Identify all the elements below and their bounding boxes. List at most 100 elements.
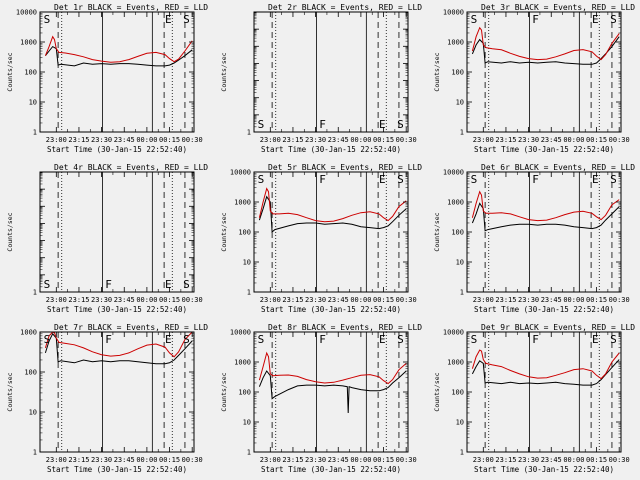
x-tick-label: 23:45 [114, 296, 135, 304]
x-tick-label: 23:30 [518, 296, 539, 304]
panel-title: Det 7r BLACK = Events, RED = LLD [54, 323, 208, 332]
event-marker-label: S [610, 333, 617, 346]
y-tick-label: 10000 [230, 169, 251, 177]
x-axis-label: Start Time (30-Jan-15 22:52:40) [47, 465, 187, 474]
y-tick-label: 100 [451, 389, 464, 397]
y-tick-label: 10 [456, 419, 464, 427]
event-marker-label: S [44, 278, 51, 291]
event-marker-label: F [319, 333, 326, 346]
y-tick-label: 10000 [443, 329, 464, 337]
event-marker-label: F [105, 333, 112, 346]
x-tick-label: 23:45 [541, 456, 562, 464]
events-series-line [471, 36, 620, 65]
y-tick-label: 1000 [447, 199, 464, 207]
event-marker-label: S [397, 173, 404, 186]
event-marker-label: F [319, 173, 326, 186]
events-series-line [44, 332, 193, 365]
y-tick-label: 100 [238, 389, 251, 397]
x-axis-label: Start Time (30-Jan-15 22:52:40) [474, 465, 614, 474]
x-tick-label: 23:30 [305, 456, 326, 464]
y-tick-label: 1000 [447, 39, 464, 47]
x-tick-label: 00:30 [396, 136, 417, 144]
event-marker-label: S [397, 118, 404, 131]
x-tick-label: 23:00 [473, 136, 494, 144]
event-marker-label: E [592, 333, 599, 346]
x-tick-label: 00:30 [609, 136, 630, 144]
lld-series-line [258, 351, 407, 385]
panel-title: Det 3r BLACK = Events, RED = LLD [481, 3, 635, 12]
lld-series-line [471, 190, 620, 222]
y-tick-label: 1 [460, 289, 464, 297]
x-tick-label: 00:00 [136, 296, 157, 304]
y-tick-label: 10 [29, 409, 37, 417]
event-marker-label: S [471, 13, 478, 26]
event-marker-label: S [44, 13, 51, 26]
x-tick-label: 23:00 [46, 136, 67, 144]
event-marker-label: S [183, 13, 190, 26]
event-marker-label: S [183, 278, 190, 291]
x-tick-label: 00:30 [396, 456, 417, 464]
x-tick-label: 23:30 [91, 136, 112, 144]
x-tick-label: 00:15 [373, 136, 394, 144]
x-tick-label: 23:15 [282, 296, 303, 304]
event-marker-label: E [165, 278, 172, 291]
x-tick-label: 23:45 [541, 136, 562, 144]
event-marker-label: S [610, 173, 617, 186]
x-tick-label: 00:00 [563, 136, 584, 144]
event-marker-label: S [258, 173, 265, 186]
y-tick-label: 100 [238, 229, 251, 237]
x-axis-label: Start Time (30-Jan-15 22:52:40) [261, 145, 401, 154]
lld-series-line [44, 331, 193, 358]
y-tick-label: 1000 [20, 329, 37, 337]
x-tick-label: 23:15 [282, 456, 303, 464]
y-tick-label: 1 [33, 129, 37, 137]
y-tick-label: 10 [456, 99, 464, 107]
lld-series-line [44, 35, 193, 63]
x-axis-label: Start Time (30-Jan-15 22:52:40) [474, 145, 614, 154]
event-marker-label: E [379, 173, 386, 186]
y-tick-label: 1000 [20, 39, 37, 47]
detector-panel-8: Det 8r BLACK = Events, RED = LLD Counts/s… [220, 323, 422, 474]
x-tick-label: 23:30 [305, 296, 326, 304]
x-tick-label: 23:30 [91, 296, 112, 304]
y-tick-label: 100 [24, 369, 37, 377]
x-tick-label: 23:45 [328, 456, 349, 464]
y-tick-label: 10 [29, 99, 37, 107]
x-tick-label: 00:30 [609, 296, 630, 304]
plot-frame [39, 331, 195, 453]
y-axis-label: Counts/sec [433, 212, 441, 251]
event-marker-label: E [592, 13, 599, 26]
x-tick-label: 23:45 [114, 456, 135, 464]
event-marker-label: S [183, 333, 190, 346]
y-tick-label: 100 [24, 69, 37, 77]
x-tick-label: 23:45 [541, 296, 562, 304]
panel-title: Det 2r BLACK = Events, RED = LLD [268, 3, 422, 12]
y-tick-label: 100 [451, 229, 464, 237]
x-tick-label: 00:15 [586, 296, 607, 304]
detector-panel-4: Det 4r BLACK = Events, RED = LLD Counts/s… [6, 163, 208, 314]
event-marker-label: S [471, 333, 478, 346]
event-marker-label: F [105, 278, 112, 291]
y-axis-label: Counts/sec [6, 372, 14, 411]
y-tick-label: 1 [247, 129, 251, 137]
x-axis-label: Start Time (30-Jan-15 22:52:40) [474, 305, 614, 314]
events-series-line [258, 370, 407, 414]
x-tick-label: 23:00 [46, 296, 67, 304]
y-axis-label: Counts/sec [220, 212, 228, 251]
x-tick-label: 00:00 [350, 136, 371, 144]
event-marker-label: E [592, 173, 599, 186]
lld-series-line [258, 187, 407, 223]
y-tick-label: 10 [456, 259, 464, 267]
x-axis-label: Start Time (30-Jan-15 22:52:40) [47, 145, 187, 154]
y-axis-label: Counts/sec [6, 52, 14, 91]
x-tick-label: 00:15 [373, 456, 394, 464]
x-tick-label: 23:45 [114, 136, 135, 144]
event-marker-label: F [532, 333, 539, 346]
x-tick-label: 23:00 [260, 296, 281, 304]
x-tick-label: 23:45 [328, 136, 349, 144]
x-tick-label: 00:30 [609, 456, 630, 464]
x-tick-label: 00:00 [350, 456, 371, 464]
x-tick-label: 00:15 [586, 136, 607, 144]
events-series-line [258, 195, 407, 234]
